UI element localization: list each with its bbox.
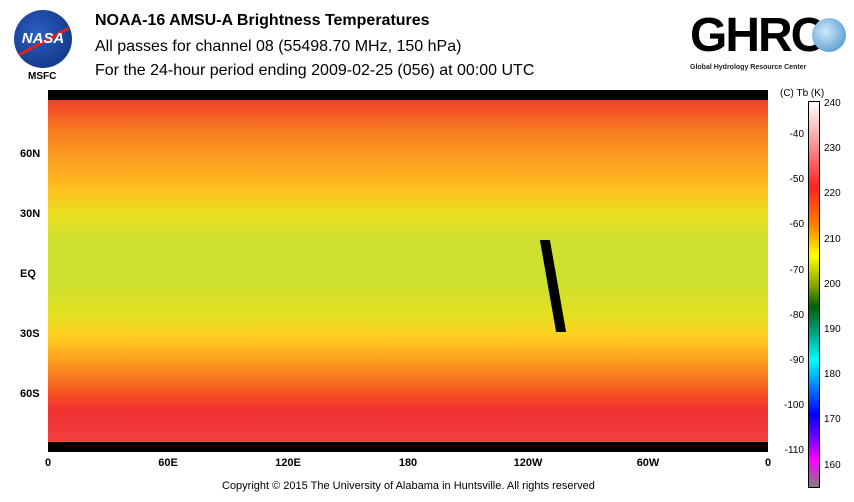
data-gap: [539, 240, 567, 332]
celsius-label: -50: [789, 174, 804, 186]
kelvin-label: 220: [824, 188, 841, 200]
lat-label: 30S: [20, 328, 40, 340]
colorbar-header: (C) Tb (K): [780, 88, 825, 99]
lon-label: 120E: [275, 457, 301, 469]
lon-label: 180: [398, 457, 418, 469]
kelvin-label: 190: [824, 324, 841, 335]
lat-label: 30N: [20, 208, 41, 220]
colorbar: [808, 101, 820, 488]
ghrc-logo: GHRC: [690, 9, 825, 62]
celsius-label: -90: [789, 354, 804, 366]
brightness-temperature-map: [48, 90, 768, 452]
kelvin-label: 240: [824, 98, 841, 109]
lon-label: 0: [44, 457, 52, 469]
kelvin-label: 170: [824, 414, 841, 426]
celsius-label: -70: [789, 264, 804, 276]
celsius-label: -100: [783, 400, 804, 412]
lon-label: 0: [764, 457, 772, 469]
lat-label: EQ: [20, 268, 36, 280]
kelvin-label: 230: [824, 143, 841, 155]
kelvin-label: 200: [824, 278, 841, 290]
chart-period: For the 24-hour period ending 2009-02-25…: [95, 62, 535, 79]
lon-label: 60W: [636, 457, 660, 469]
globe-icon: [812, 18, 846, 52]
lat-label: 60S: [20, 388, 40, 400]
nasa-logo: NASA: [14, 10, 72, 68]
lon-label: 60E: [158, 457, 178, 469]
lat-label: 60N: [20, 148, 41, 160]
kelvin-label: 160: [824, 459, 841, 471]
lon-label: 120W: [513, 457, 543, 469]
chart-subtitle: All passes for channel 08 (55498.70 MHz,…: [95, 38, 462, 55]
msfc-label: MSFC: [28, 71, 57, 82]
ghrc-subtitle: Global Hydrology Resource Center: [690, 64, 807, 71]
celsius-label: -110: [784, 445, 804, 457]
copyright: Copyright © 2015 The University of Alaba…: [222, 480, 595, 492]
celsius-label: -80: [789, 309, 804, 321]
chart-title: NOAA-16 AMSU-A Brightness Temperatures: [95, 12, 430, 29]
celsius-label: -60: [789, 219, 804, 231]
kelvin-label: 210: [824, 233, 841, 245]
kelvin-label: 180: [824, 369, 841, 381]
celsius-label: -40: [789, 128, 804, 140]
